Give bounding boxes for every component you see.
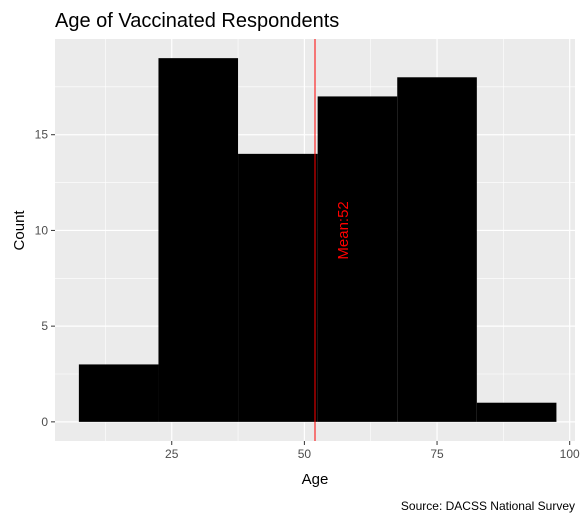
x-axis-title: Age [302,471,329,488]
x-tick-label: 50 [298,447,312,461]
histogram-bar [397,77,477,422]
x-axis-ticks: 25 50 75 100 [165,441,580,461]
chart-caption: Source: DACSS National Survey [401,499,575,513]
histogram-bar [78,364,159,422]
x-tick-label: 75 [430,447,444,461]
x-tick-label: 100 [560,447,580,461]
histogram-bars [78,58,557,422]
y-axis-title: Count [11,210,28,251]
y-axis-ticks: 0 5 10 15 [35,128,55,429]
y-tick-label: 15 [35,128,49,142]
y-tick-label: 0 [41,415,48,429]
y-tick-label: 5 [41,319,48,333]
histogram-bar [158,58,239,422]
histogram-bar [476,402,557,422]
histogram-bar [238,153,318,422]
chart-title: Age of Vaccinated Respondents [55,10,339,32]
x-tick-label: 25 [165,447,179,461]
y-tick-label: 10 [35,223,49,237]
mean-label: Mean:52 [335,201,352,259]
histogram-bar [317,96,398,422]
